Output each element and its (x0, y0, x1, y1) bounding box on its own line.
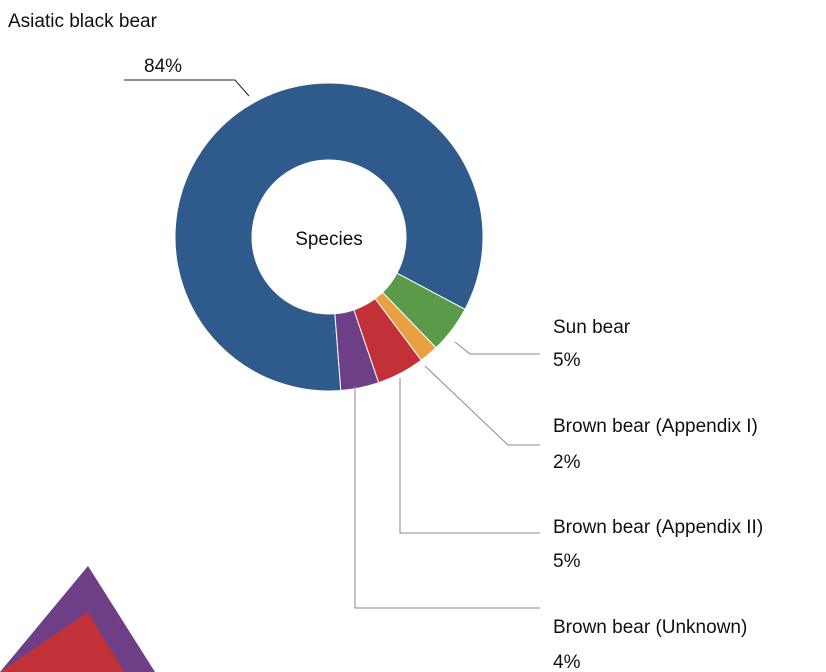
slice-brown-unknown (334, 309, 380, 392)
slice-name-sun-bear: Sun bear (553, 317, 631, 338)
leader-line-brown-app1 (424, 365, 540, 446)
slice-value-asiatic: 84% (144, 56, 182, 77)
slice-name-asiatic: Asiatic black bear (8, 11, 158, 32)
slice-name-brown-app2: Brown bear (Appendix II) (553, 517, 763, 538)
slice-value-brown-app1: 2% (553, 452, 581, 473)
slice-name-brown-unknown: Brown bear (Unknown) (553, 617, 747, 638)
slice-value-sun-bear: 5% (553, 350, 581, 371)
slice-asiatic-black-bear (174, 82, 484, 392)
slice-value-brown-app2: 5% (553, 551, 581, 572)
slice-value-brown-unknown: 4% (553, 652, 581, 672)
leader-line-asiatic (124, 79, 250, 97)
slice-name-brown-app1: Brown bear (Appendix I) (553, 416, 758, 437)
leader-line-brown-unknown (354, 386, 540, 609)
donut-slices (174, 82, 484, 392)
center-label: Species (295, 229, 363, 250)
leader-line-brown-app2 (399, 378, 540, 534)
decor-triangle-purple (0, 566, 155, 672)
decor-triangle-red (0, 612, 124, 672)
leader-line-sun-bear (454, 341, 540, 355)
